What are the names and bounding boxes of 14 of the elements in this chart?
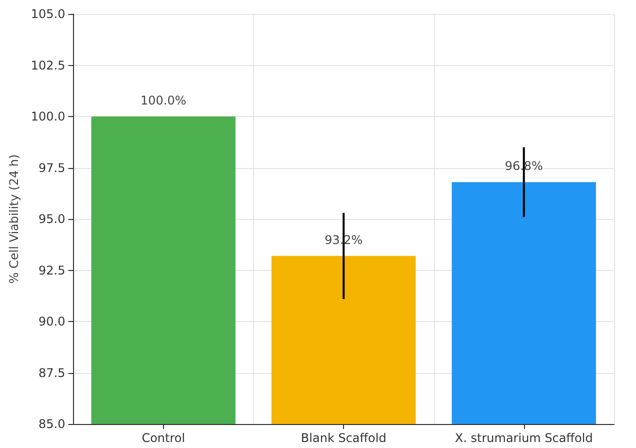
y-tick-label: 100.0 bbox=[30, 110, 66, 124]
y-tick-label: 87.5 bbox=[38, 366, 66, 380]
x-tick-label: Blank Scaffold bbox=[300, 431, 386, 445]
y-axis-title: % Cell Viability (24 h) bbox=[7, 154, 21, 284]
y-tick-label: 90.0 bbox=[38, 314, 66, 328]
data-label: 100.0% bbox=[140, 94, 186, 108]
y-tick-label: 97.5 bbox=[38, 160, 66, 175]
y-tick-label: 85.0 bbox=[38, 417, 66, 431]
y-tick-label: 95.0 bbox=[38, 212, 66, 226]
y-tick-label: 92.5 bbox=[38, 263, 66, 278]
y-tick-label: 105.0 bbox=[30, 7, 66, 21]
x-tick-label: X. strumarium Scaffold bbox=[454, 431, 593, 445]
y-tick-label: 102.5 bbox=[30, 58, 66, 72]
x-tick-label: Control bbox=[142, 431, 186, 445]
